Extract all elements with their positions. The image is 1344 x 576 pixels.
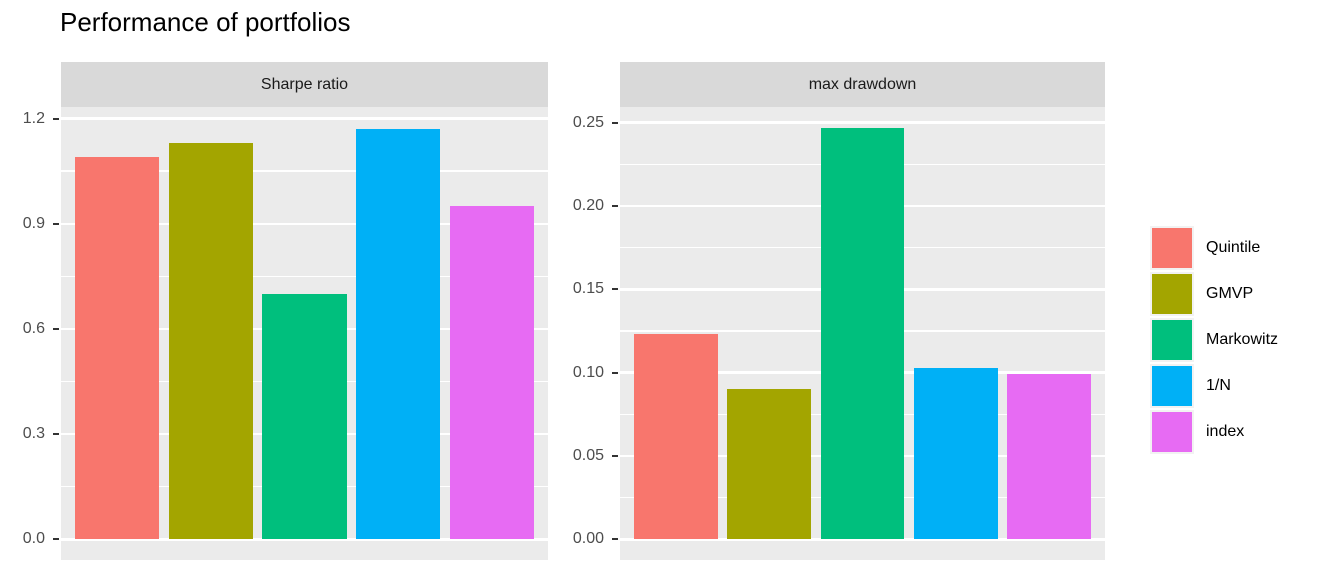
legend-item: index bbox=[1150, 410, 1278, 454]
legend-item: 1/N bbox=[1150, 364, 1278, 408]
facet-strip: max drawdown bbox=[620, 62, 1105, 107]
y-axis-tick-mark bbox=[53, 433, 59, 436]
y-axis-tick-mark bbox=[612, 538, 618, 541]
y-axis-tick-mark bbox=[612, 121, 618, 124]
y-axis-tick-label: 1.2 bbox=[22, 109, 45, 127]
gridline-minor bbox=[61, 170, 548, 172]
y-axis-tick-mark bbox=[53, 222, 59, 225]
legend-item: Quintile bbox=[1150, 226, 1278, 270]
plot-title: Performance of portfolios bbox=[60, 7, 351, 37]
gridline-major bbox=[61, 117, 548, 120]
y-axis-tick-mark bbox=[612, 205, 618, 207]
y-axis-tick-label: 0.25 bbox=[572, 113, 604, 131]
legend-key-swatch bbox=[1150, 272, 1194, 316]
bar-markowitz bbox=[820, 127, 905, 540]
bar-quintile bbox=[75, 157, 160, 540]
legend-key-swatch bbox=[1150, 410, 1194, 454]
facet-strip-label: max drawdown bbox=[808, 75, 917, 93]
panel bbox=[620, 107, 1105, 560]
bar-index bbox=[449, 206, 534, 540]
bar-gmvp bbox=[727, 389, 812, 540]
y-axis-tick-mark bbox=[612, 455, 618, 457]
legend-label: Markowitz bbox=[1206, 331, 1279, 348]
y-axis-tick-label: 0.10 bbox=[572, 363, 604, 381]
bar-gmvp bbox=[168, 143, 253, 540]
y-axis: 0.0 0.3 0.6 0.9 1.2 bbox=[0, 107, 61, 560]
facet-strip-label: Sharpe ratio bbox=[260, 75, 349, 93]
y-axis-tick-label: 0.20 bbox=[572, 197, 604, 214]
y-axis: 0.00 0.05 0.10 0.15 0.20 0.25 bbox=[559, 107, 620, 560]
legend: Quintile GMVP Markowitz 1/N index bbox=[1150, 226, 1278, 456]
y-axis-tick-label: 0.15 bbox=[572, 280, 604, 298]
gridline-minor bbox=[61, 275, 548, 278]
legend-key-swatch bbox=[1150, 364, 1194, 408]
y-axis-tick-mark bbox=[53, 327, 59, 330]
y-axis-tick-mark bbox=[53, 538, 59, 541]
y-axis-tick-mark bbox=[53, 117, 59, 120]
y-axis-tick-label: 0.00 bbox=[572, 530, 604, 548]
gridline-major bbox=[620, 121, 1105, 124]
y-axis-tick-mark bbox=[612, 288, 618, 291]
legend-label: Quintile bbox=[1206, 239, 1261, 256]
legend-label: GMVP bbox=[1206, 285, 1254, 302]
y-axis-tick-label: 0.0 bbox=[22, 530, 45, 548]
bar-index bbox=[1007, 374, 1091, 540]
y-axis-tick-label: 0.05 bbox=[572, 447, 604, 464]
facet-strip: Sharpe ratio bbox=[61, 62, 548, 107]
bar-quintile bbox=[633, 334, 718, 540]
bar-1-n bbox=[356, 129, 441, 540]
legend-key-swatch bbox=[1150, 226, 1194, 270]
gridline-major bbox=[61, 538, 548, 541]
bar-1-n bbox=[913, 367, 998, 540]
y-axis-tick-mark bbox=[612, 371, 618, 374]
panel bbox=[61, 107, 548, 560]
legend-item: GMVP bbox=[1150, 272, 1278, 316]
legend-key-swatch bbox=[1150, 318, 1194, 362]
bar-markowitz bbox=[262, 293, 347, 540]
gridline-major bbox=[620, 538, 1105, 541]
y-axis-tick-label: 0.9 bbox=[22, 214, 45, 232]
legend-item: Markowitz bbox=[1150, 318, 1278, 362]
legend-label: 1/N bbox=[1206, 377, 1231, 394]
legend-label: index bbox=[1206, 423, 1245, 440]
y-axis-tick-label: 0.6 bbox=[22, 319, 45, 337]
gridline-major bbox=[61, 222, 548, 225]
y-axis-tick-label: 0.3 bbox=[22, 425, 45, 443]
